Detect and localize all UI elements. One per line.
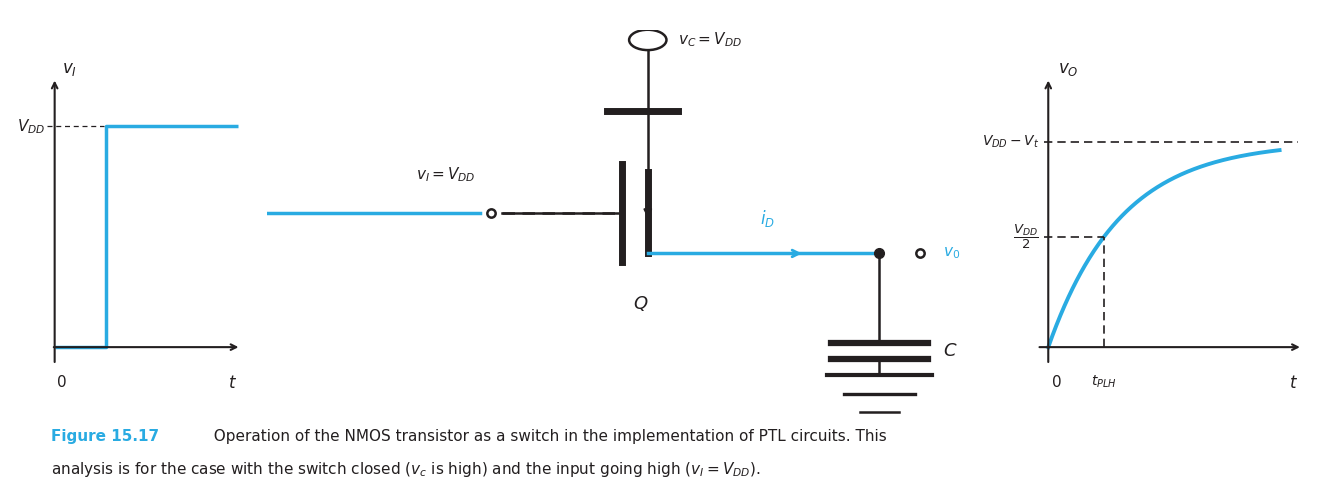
Text: $t_{PLH}$: $t_{PLH}$ bbox=[1091, 373, 1117, 390]
Text: $V_{DD}$: $V_{DD}$ bbox=[17, 117, 45, 136]
Text: $v_0$: $v_0$ bbox=[943, 246, 960, 261]
Text: $t$: $t$ bbox=[1289, 373, 1298, 392]
Text: $0$: $0$ bbox=[1051, 373, 1062, 390]
Text: $t$: $t$ bbox=[228, 373, 236, 392]
Text: $v_I = V_{DD}$: $v_I = V_{DD}$ bbox=[416, 166, 476, 185]
Text: $C$: $C$ bbox=[943, 342, 958, 360]
Text: $i_D$: $i_D$ bbox=[760, 208, 775, 229]
Text: $V_{DD} - V_t$: $V_{DD} - V_t$ bbox=[982, 133, 1039, 150]
Text: $v_I$: $v_I$ bbox=[61, 60, 77, 78]
Text: $\dfrac{V_{DD}}{2}$: $\dfrac{V_{DD}}{2}$ bbox=[1014, 223, 1039, 251]
Text: $v_C = V_{DD}$: $v_C = V_{DD}$ bbox=[678, 31, 742, 49]
Text: Figure 15.17: Figure 15.17 bbox=[51, 429, 159, 444]
Text: $Q$: $Q$ bbox=[632, 294, 648, 313]
Text: Operation of the NMOS transistor as a switch in the implementation of PTL circui: Operation of the NMOS transistor as a sw… bbox=[204, 429, 887, 444]
Text: $0$: $0$ bbox=[56, 373, 67, 390]
Text: analysis is for the case with the switch closed ($v_c$ is high) and the input go: analysis is for the case with the switch… bbox=[51, 460, 760, 479]
Text: $v_O$: $v_O$ bbox=[1058, 60, 1078, 78]
